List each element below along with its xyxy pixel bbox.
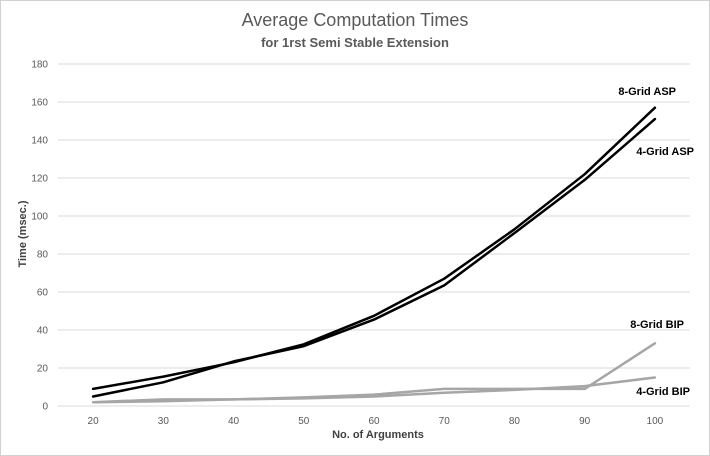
y-tick-label: 120 <box>31 174 48 185</box>
series-line-8-grid-bip <box>91 342 657 404</box>
series-label-8-grid-asp: 8-Grid ASP <box>618 86 676 98</box>
x-axis-ticks: 20 30 40 50 60 70 80 90 100 <box>88 416 664 427</box>
x-axis-label: No. of Arguments <box>332 429 424 441</box>
series-line-4-grid-asp <box>91 117 657 398</box>
x-tick-label: 80 <box>509 416 521 427</box>
x-tick-label: 30 <box>158 416 170 427</box>
x-tick-label: 50 <box>298 416 310 427</box>
x-tick-label: 90 <box>579 416 591 427</box>
x-tick-label: 60 <box>368 416 380 427</box>
series-line-8-grid-asp <box>91 106 657 391</box>
y-tick-label: 180 <box>31 60 48 71</box>
x-tick-label: 20 <box>88 416 100 427</box>
x-tick-label: 100 <box>647 416 664 427</box>
y-axis-label: Time (msec.) <box>17 200 29 267</box>
gridlines <box>58 63 690 407</box>
y-tick-label: 140 <box>31 136 48 147</box>
series-lines <box>91 106 657 404</box>
series-label-4-grid-asp: 4-Grid ASP <box>636 146 694 158</box>
y-tick-label: 100 <box>31 212 48 223</box>
y-tick-label: 40 <box>37 326 49 337</box>
series-label-8-grid-bip: 8-Grid BIP <box>630 319 684 331</box>
y-tick-label: 0 <box>42 402 48 413</box>
chart-subtitle: for 1rst Semi Stable Extension <box>261 35 449 50</box>
y-tick-label: 160 <box>31 98 48 109</box>
x-tick-label: 70 <box>439 416 451 427</box>
series-label-4-grid-bip: 4-Grid BIP <box>636 386 690 398</box>
x-tick-label: 40 <box>228 416 240 427</box>
series-line-4-grid-bip <box>91 376 657 404</box>
y-tick-label: 80 <box>37 250 49 261</box>
y-axis-ticks: 0 20 40 60 80 100 120 140 160 180 <box>31 60 48 413</box>
y-tick-label: 20 <box>37 364 49 375</box>
chart-title: Average Computation Times <box>242 10 469 30</box>
y-tick-label: 60 <box>37 288 49 299</box>
